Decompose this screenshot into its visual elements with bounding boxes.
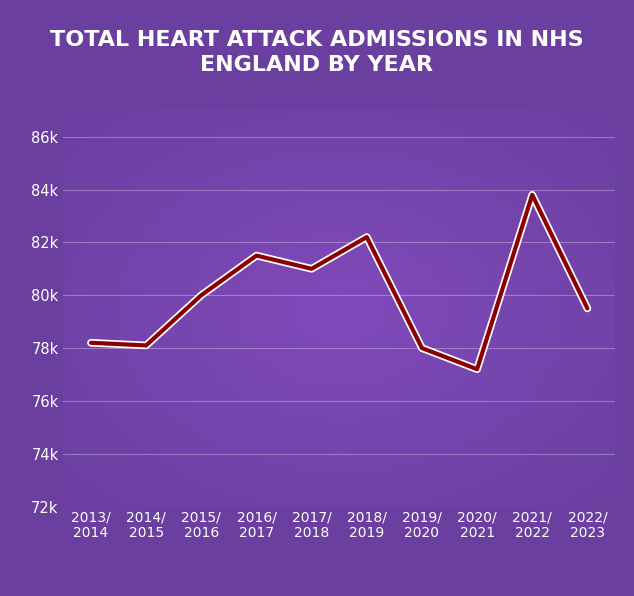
Text: TOTAL HEART ATTACK ADMISSIONS IN NHS
ENGLAND BY YEAR: TOTAL HEART ATTACK ADMISSIONS IN NHS ENG…	[50, 30, 584, 74]
